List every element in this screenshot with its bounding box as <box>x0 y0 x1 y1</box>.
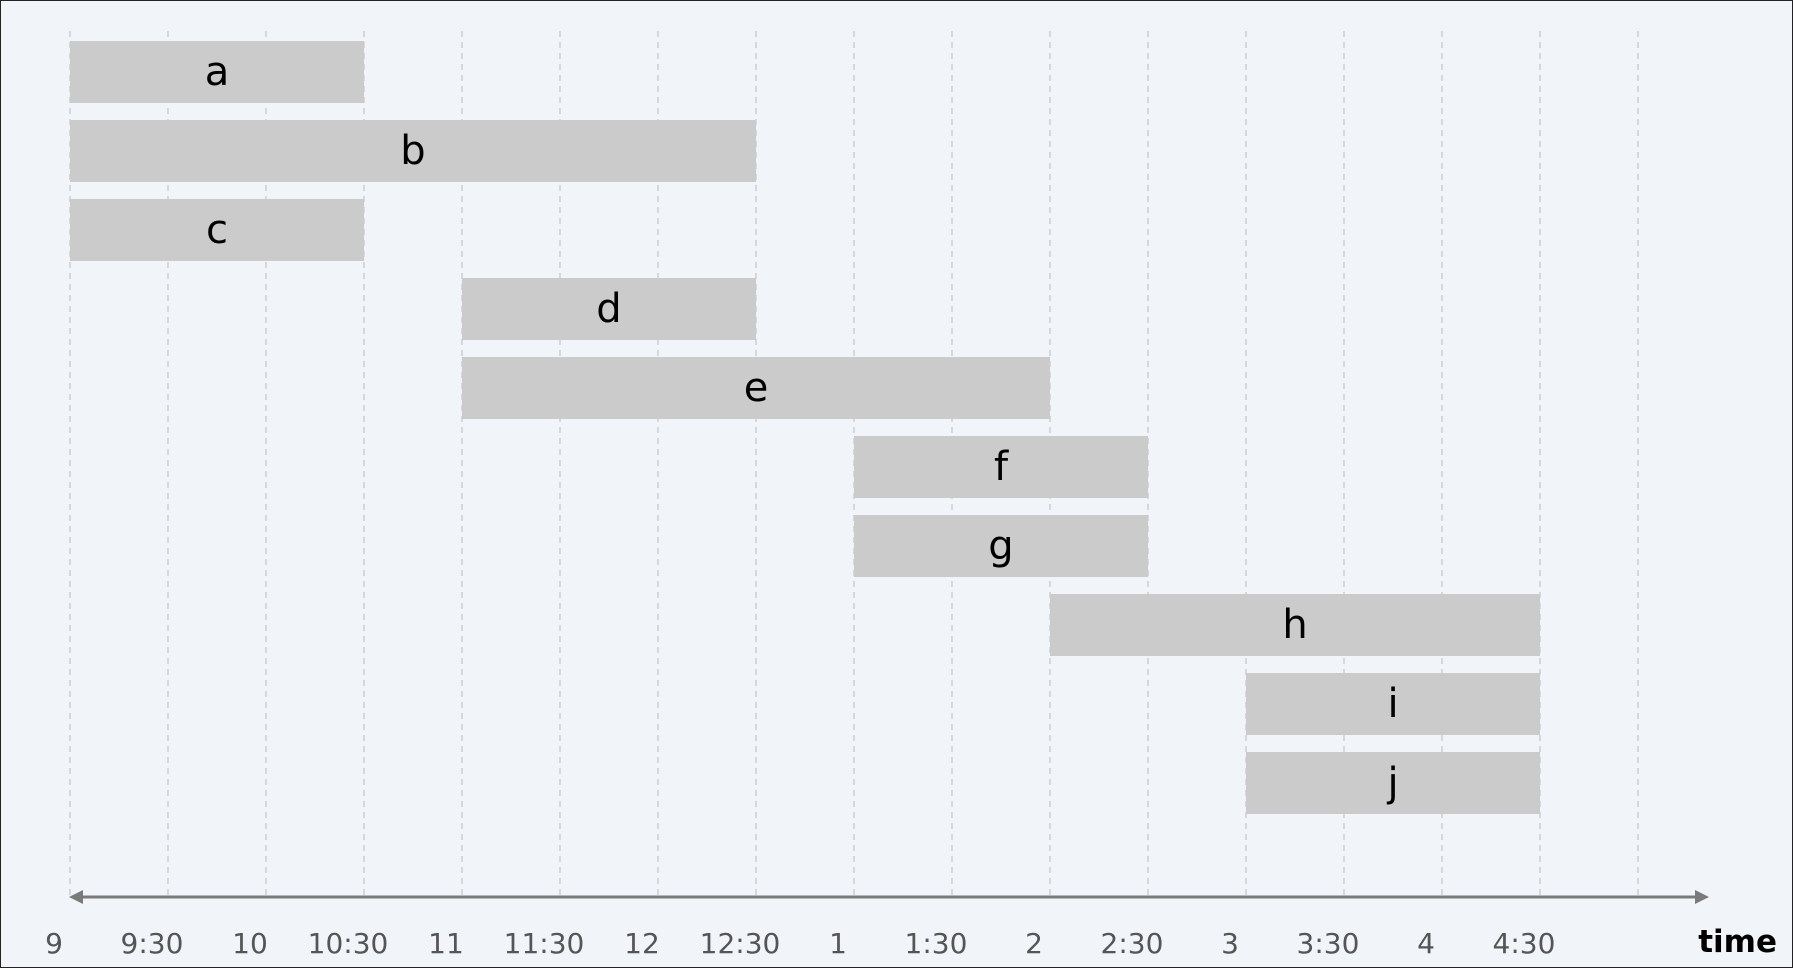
tick-label: 2:30 <box>1101 927 1164 960</box>
axis-title: time <box>1698 924 1777 960</box>
interval-bar <box>1050 594 1540 656</box>
interval-a: a <box>70 41 364 103</box>
tick-label: 1:30 <box>905 927 968 960</box>
interval-bar <box>854 436 1148 498</box>
interval-label: c <box>206 207 228 253</box>
tick-labels: 9 9:30 10 10:30 11 11:30 12 12:30 1 1:30 2 2:30 3 3:3… <box>45 927 1555 960</box>
tick-label: 4:30 <box>1493 927 1556 960</box>
interval-d: d <box>462 278 756 340</box>
tick-label: 4 <box>1417 927 1435 960</box>
interval-label: i <box>1387 681 1398 727</box>
axis-arrow-left-icon <box>69 890 83 904</box>
interval-e: e <box>462 357 1050 419</box>
tick-label: 9:30 <box>121 927 184 960</box>
interval-bars: a b c d e fg h ij <box>70 41 1540 814</box>
interval-label: f <box>994 444 1009 490</box>
interval-b: b <box>70 120 756 182</box>
interval-bar <box>1246 673 1540 735</box>
tick-label: 12 <box>624 927 660 960</box>
tick-label: 11:30 <box>504 927 585 960</box>
interval-bar <box>1246 752 1540 814</box>
interval-bar <box>854 515 1148 577</box>
interval-g: g <box>854 515 1148 577</box>
tick-label: 9 <box>45 927 63 960</box>
time-axis: 9 9:30 10 10:30 11 11:30 12 12:30 1 1:30 2 2:30 3 3:3… <box>45 890 1777 960</box>
interval-label: j <box>1386 760 1398 806</box>
interval-label: d <box>596 286 621 332</box>
interval-label: h <box>1282 602 1307 648</box>
interval-i: i <box>1246 673 1540 735</box>
tick-label: 2 <box>1025 927 1043 960</box>
interval-h: h <box>1050 594 1540 656</box>
axis-arrow-right-icon <box>1695 890 1709 904</box>
interval-j: j <box>1246 752 1540 814</box>
tick-label: 3 <box>1221 927 1239 960</box>
interval-bar <box>462 357 1050 419</box>
interval-bar <box>70 41 364 103</box>
tick-label: 3:30 <box>1297 927 1360 960</box>
interval-bar <box>70 199 364 261</box>
tick-label: 1 <box>829 927 847 960</box>
tick-label: 10 <box>232 927 268 960</box>
interval-label: b <box>400 128 425 174</box>
tick-label: 12:30 <box>700 927 781 960</box>
interval-label: a <box>205 49 230 95</box>
interval-bar <box>462 278 756 340</box>
tick-label: 10:30 <box>308 927 389 960</box>
tick-label: 11 <box>428 927 464 960</box>
interval-f: f <box>854 436 1148 498</box>
interval-label: e <box>744 365 769 411</box>
interval-bar <box>70 120 756 182</box>
interval-label: g <box>988 523 1013 569</box>
interval-c: c <box>70 199 364 261</box>
